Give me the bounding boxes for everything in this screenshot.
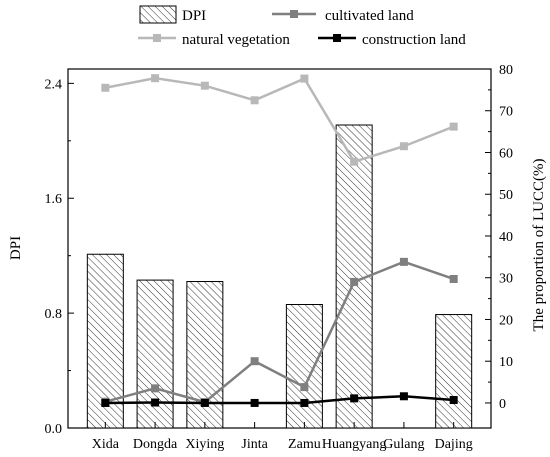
point-construction-land-xida bbox=[101, 398, 110, 407]
left-axis-title: DPI bbox=[8, 236, 24, 260]
legend-marker-cultivated-land bbox=[290, 10, 298, 18]
legend-item-construction-land: construction land bbox=[318, 32, 466, 48]
left-tick-label-2: 1.6 bbox=[45, 192, 63, 207]
line-construction-land bbox=[105, 395, 454, 405]
point-cultivated-land-zamu bbox=[300, 383, 309, 392]
point-cultivated-land-huangyang bbox=[350, 277, 359, 286]
legend: DPI cultivated land natural vegetation c… bbox=[138, 5, 466, 48]
point-natural-vegetation-huangyang bbox=[350, 157, 359, 166]
left-tick-label-3: 2.4 bbox=[45, 77, 63, 92]
point-natural-vegetation-xida bbox=[101, 83, 110, 92]
right-tick-label-6: 60 bbox=[499, 146, 513, 161]
right-tick-label-1: 10 bbox=[499, 355, 513, 370]
point-construction-land-zamu bbox=[300, 398, 309, 407]
point-construction-land-gulang bbox=[399, 392, 408, 401]
legend-label-dpi: DPI bbox=[182, 8, 206, 24]
legend-item-natural-vegetation: natural vegetation bbox=[138, 32, 290, 48]
point-natural-vegetation-zamu bbox=[300, 74, 309, 83]
right-tick-label-0: 0 bbox=[499, 397, 506, 412]
legend-swatch-dpi bbox=[139, 5, 177, 24]
x-tick-label-dongda: Dongda bbox=[133, 437, 178, 452]
point-cultivated-land-gulang bbox=[399, 257, 408, 266]
right-tick-label-2: 20 bbox=[499, 313, 513, 328]
plot-frame bbox=[67, 68, 492, 429]
bar-zamu bbox=[285, 304, 323, 429]
lucc-lines bbox=[101, 74, 458, 407]
x-tick-label-gulang: Gulang bbox=[383, 437, 424, 452]
x-tick-label-jinta: Jinta bbox=[241, 437, 268, 452]
line-natural-vegetation bbox=[105, 76, 455, 164]
point-cultivated-land-jinta bbox=[250, 357, 259, 366]
point-natural-vegetation-xiying bbox=[200, 81, 209, 90]
legend-label-natural-vegetation: natural vegetation bbox=[182, 32, 290, 48]
x-tick-label-dajing: Dajing bbox=[435, 437, 473, 452]
legend-marker-natural-vegetation bbox=[153, 34, 161, 42]
x-tick-label-zamu: Zamu bbox=[288, 437, 321, 452]
point-construction-land-xiying bbox=[200, 398, 209, 407]
point-cultivated-land-dajing bbox=[449, 274, 458, 283]
point-construction-land-dajing bbox=[449, 396, 458, 405]
x-axis: Xida Dongda Xiying Jinta Zamu HuangyangGulang… bbox=[92, 422, 473, 452]
legend-marker-construction-land bbox=[333, 34, 341, 42]
line-cultivated-land bbox=[104, 260, 455, 404]
point-natural-vegetation-jinta bbox=[250, 96, 259, 105]
right-axis: 0 10 20 30 40 50 60 70 80 bbox=[485, 63, 513, 412]
point-natural-vegetation-gulang bbox=[399, 142, 408, 151]
left-tick-label-1: 0.8 bbox=[45, 307, 63, 322]
right-tick-label-4: 40 bbox=[499, 230, 513, 245]
legend-item-cultivated-land: cultivated land bbox=[272, 8, 414, 24]
dpi-bars bbox=[86, 124, 473, 429]
x-tick-label-xiying: Xiying bbox=[185, 437, 224, 452]
x-tick-label-huangyang: Huangyang bbox=[322, 437, 387, 452]
right-tick-label-5: 50 bbox=[499, 188, 513, 203]
right-tick-label-7: 70 bbox=[499, 105, 513, 120]
point-construction-land-jinta bbox=[250, 398, 259, 407]
point-construction-land-huangyang bbox=[350, 394, 359, 403]
right-tick-label-3: 30 bbox=[499, 272, 513, 287]
legend-label-cultivated-land: cultivated land bbox=[325, 8, 414, 24]
legend-label-construction-land: construction land bbox=[362, 32, 466, 48]
right-axis-title: The proportion of LUCC(%) bbox=[531, 159, 547, 332]
point-natural-vegetation-dongda bbox=[151, 74, 160, 83]
point-natural-vegetation-dajing bbox=[449, 122, 458, 131]
legend-item-dpi: DPI bbox=[139, 5, 206, 24]
bar-dajing bbox=[435, 314, 473, 429]
point-cultivated-land-dongda bbox=[151, 384, 160, 393]
right-tick-label-8: 80 bbox=[499, 63, 513, 78]
left-tick-label-0: 0.0 bbox=[45, 422, 63, 437]
point-construction-land-dongda bbox=[151, 398, 160, 407]
x-tick-label-xida: Xida bbox=[92, 437, 120, 452]
left-axis: 0.0 0.8 1.6 2.4 bbox=[45, 77, 74, 437]
